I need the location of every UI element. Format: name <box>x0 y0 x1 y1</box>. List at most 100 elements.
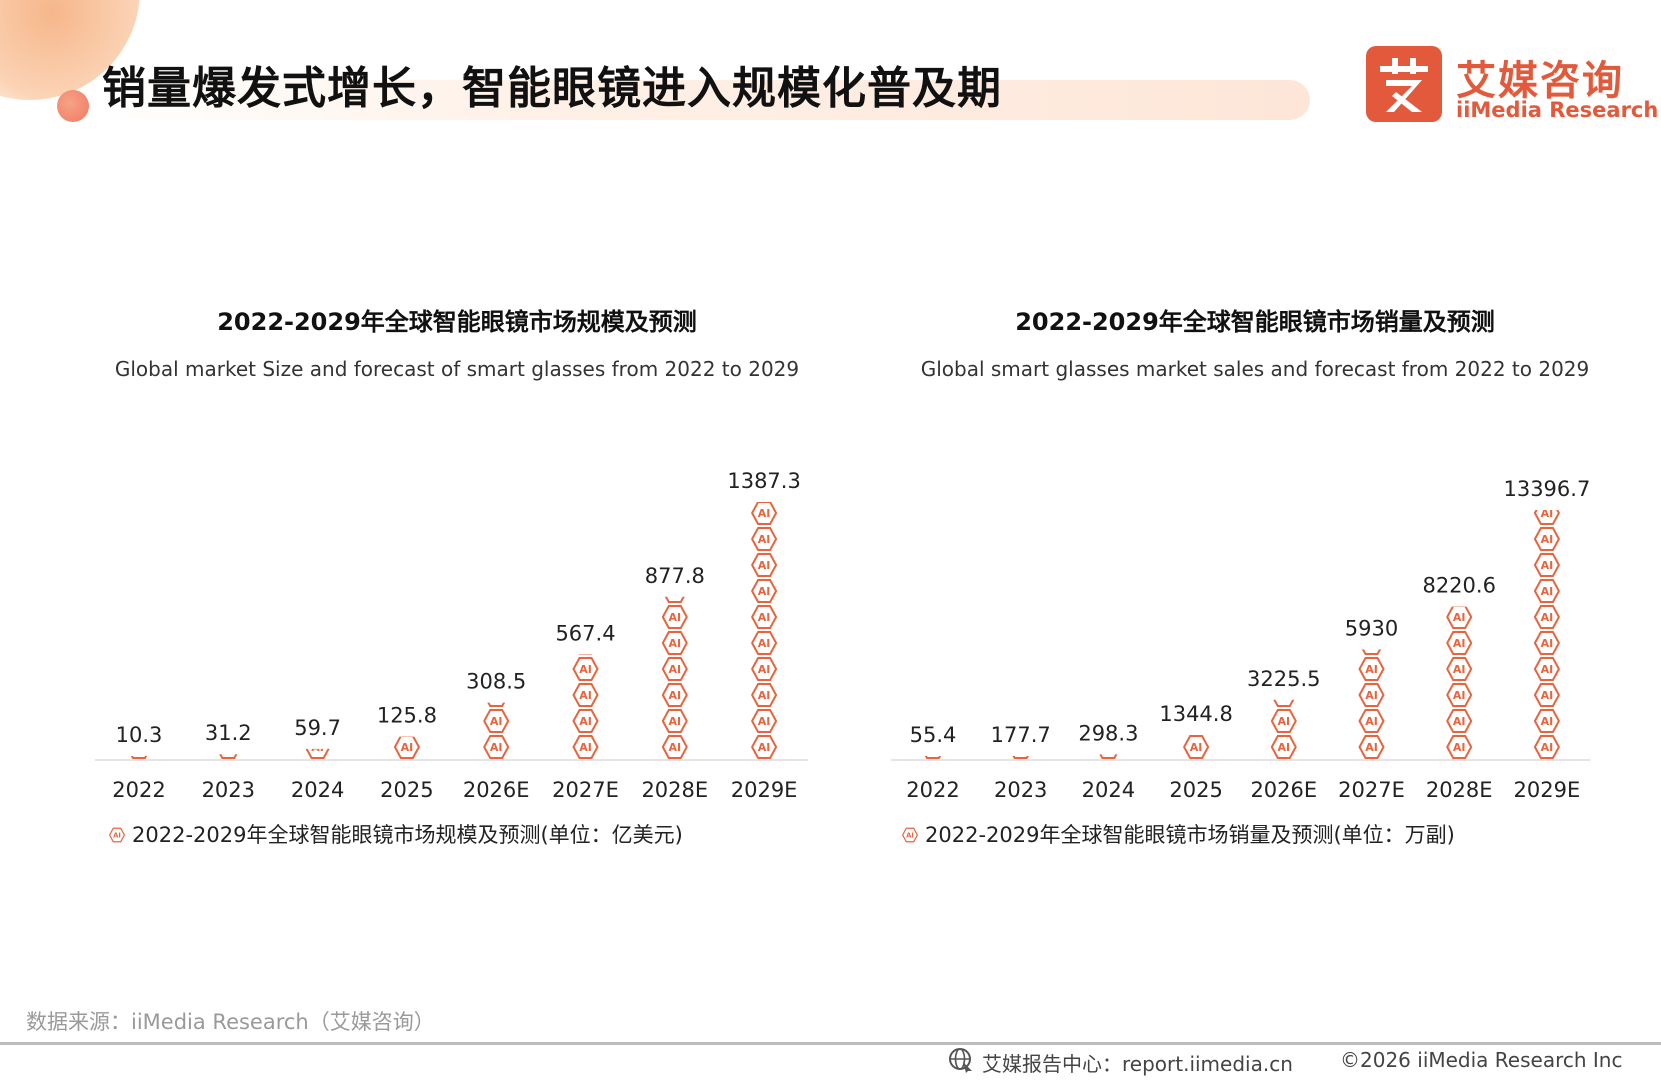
ai-chip-icon <box>572 709 599 733</box>
iimedia-logo: 艾媒咨询 iiMedia Research <box>1366 46 1658 124</box>
ai-chip-icon <box>572 657 599 681</box>
ai-chip-icon <box>751 631 778 655</box>
tick-label: 2023 <box>202 778 255 802</box>
bar <box>751 502 778 759</box>
ai-chip-icon <box>751 683 778 707</box>
legend-label: 2022-2029年全球智能眼镜市场规模及预测(单位：亿美元) <box>132 823 683 847</box>
tick-label: 2024 <box>1082 778 1135 802</box>
ai-chip-icon <box>1533 510 1560 525</box>
legend-label: 2022-2029年全球智能眼镜市场销量及预测(单位：万副) <box>925 823 1455 847</box>
ai-chip-icon <box>483 709 510 733</box>
ai-chip-icon <box>1358 657 1385 681</box>
tick-label: 2022 <box>112 778 165 802</box>
data-label: 3225.5 <box>1247 667 1320 691</box>
tick-label: 2027E <box>552 778 619 802</box>
data-label: 10.3 <box>116 723 163 747</box>
ai-chip-icon <box>751 527 778 551</box>
ai-chip-icon <box>1533 709 1560 733</box>
chart-title: 2022-2029年全球智能眼镜市场销量及预测 <box>1015 308 1495 336</box>
ai-chip-icon <box>661 657 688 681</box>
tick-label: 2026E <box>1250 778 1317 802</box>
tick-label: 2026E <box>463 778 530 802</box>
legend-ai-icon <box>902 827 918 843</box>
ai-chip-icon <box>661 683 688 707</box>
tick-label: 2029E <box>731 778 798 802</box>
decorative-dot <box>57 90 89 122</box>
ai-chip-icon <box>1446 735 1473 759</box>
legend: 2022-2029年全球智能眼镜市场销量及预测(单位：万副) <box>902 823 1455 847</box>
ai-chip-icon <box>1446 631 1473 655</box>
chart-subtitle: Global smart glasses market sales and fo… <box>921 357 1590 381</box>
chart-1: 2022-2029年全球智能眼镜市场规模及预测 Global market Siz… <box>95 308 808 847</box>
ai-chip-icon <box>1358 709 1385 733</box>
data-label: 308.5 <box>466 670 526 694</box>
logo-text-cn: 艾媒咨询 <box>1456 58 1624 104</box>
ai-chip-icon <box>661 605 688 629</box>
data-label: 177.7 <box>991 723 1051 747</box>
data-label: 55.4 <box>910 723 957 747</box>
ai-chip-icon <box>751 735 778 759</box>
ai-chip-icon <box>1446 683 1473 707</box>
ai-chip-icon <box>1533 553 1560 577</box>
ai-chip-icon <box>1270 709 1297 733</box>
tick-label: 2025 <box>1169 778 1222 802</box>
ai-chip-icon <box>1183 735 1210 759</box>
title-highlight-band <box>95 80 1310 120</box>
tick-label: 2024 <box>291 778 344 802</box>
footer-copyright: ©2026 iiMedia Research Inc <box>1340 1048 1623 1072</box>
footer-divider <box>0 1042 1661 1045</box>
ai-chip-icon <box>1533 657 1560 681</box>
data-label: 13396.7 <box>1503 477 1590 501</box>
data-label: 1387.3 <box>727 469 800 493</box>
tick-label: 2028E <box>641 778 708 802</box>
ai-chip-icon <box>1358 735 1385 759</box>
tick-label: 2022 <box>906 778 959 802</box>
ai-chip-icon <box>751 709 778 733</box>
tick-label: 2029E <box>1514 778 1581 802</box>
ai-chip-icon <box>1533 735 1560 759</box>
legend-ai-icon <box>109 827 125 843</box>
ai-chip-icon <box>1533 631 1560 655</box>
ai-chip-icon <box>751 657 778 681</box>
ai-chip-icon <box>751 502 778 525</box>
bar <box>1533 510 1560 759</box>
footer-report-link[interactable]: 艾媒报告中心：report.iimedia.cn <box>982 1052 1293 1076</box>
logo-text-en: iiMedia Research <box>1456 98 1659 122</box>
ai-chip-icon <box>1358 683 1385 707</box>
data-label: 59.7 <box>294 716 341 740</box>
ai-chip-icon <box>661 735 688 759</box>
ai-chip-icon <box>751 579 778 603</box>
data-label: 1344.8 <box>1159 702 1232 726</box>
chart-subtitle: Global market Size and forecast of smart… <box>115 357 799 381</box>
chart-title: 2022-2029年全球智能眼镜市场规模及预测 <box>217 308 697 336</box>
ai-chip-icon <box>1270 735 1297 759</box>
ai-chip-icon <box>1533 605 1560 629</box>
globe-icon <box>949 1048 972 1073</box>
data-label: 31.2 <box>205 721 252 745</box>
ai-chip-icon <box>483 735 510 759</box>
legend: 2022-2029年全球智能眼镜市场规模及预测(单位：亿美元) <box>109 823 683 847</box>
tick-label: 2025 <box>380 778 433 802</box>
ai-chip-icon <box>661 631 688 655</box>
ai-chip-icon <box>661 709 688 733</box>
bar <box>1446 606 1473 759</box>
data-label: 298.3 <box>1078 721 1138 745</box>
ai-chip-icon <box>1446 657 1473 681</box>
data-label: 567.4 <box>555 621 615 645</box>
ai-chip-icon <box>393 736 420 759</box>
ai-chip-icon <box>751 605 778 629</box>
ai-chip-icon <box>1446 606 1473 629</box>
data-label: 8220.6 <box>1422 574 1495 598</box>
data-label: 125.8 <box>377 704 437 728</box>
data-label: 877.8 <box>645 564 705 588</box>
data-source-note: 数据来源：iiMedia Research（艾媒咨询） <box>26 1010 435 1034</box>
tick-label: 2027E <box>1338 778 1405 802</box>
tick-label: 2028E <box>1426 778 1493 802</box>
logo-mark-icon <box>1366 46 1442 122</box>
ai-chip-icon <box>751 553 778 577</box>
ai-chip-icon <box>1446 709 1473 733</box>
ai-chip-icon <box>1533 683 1560 707</box>
page-title: 销量爆发式增长，智能眼镜进入规模化普及期 <box>102 63 1002 114</box>
chart-2: 2022-2029年全球智能眼镜市场销量及预测 Global smart glas… <box>891 308 1590 847</box>
